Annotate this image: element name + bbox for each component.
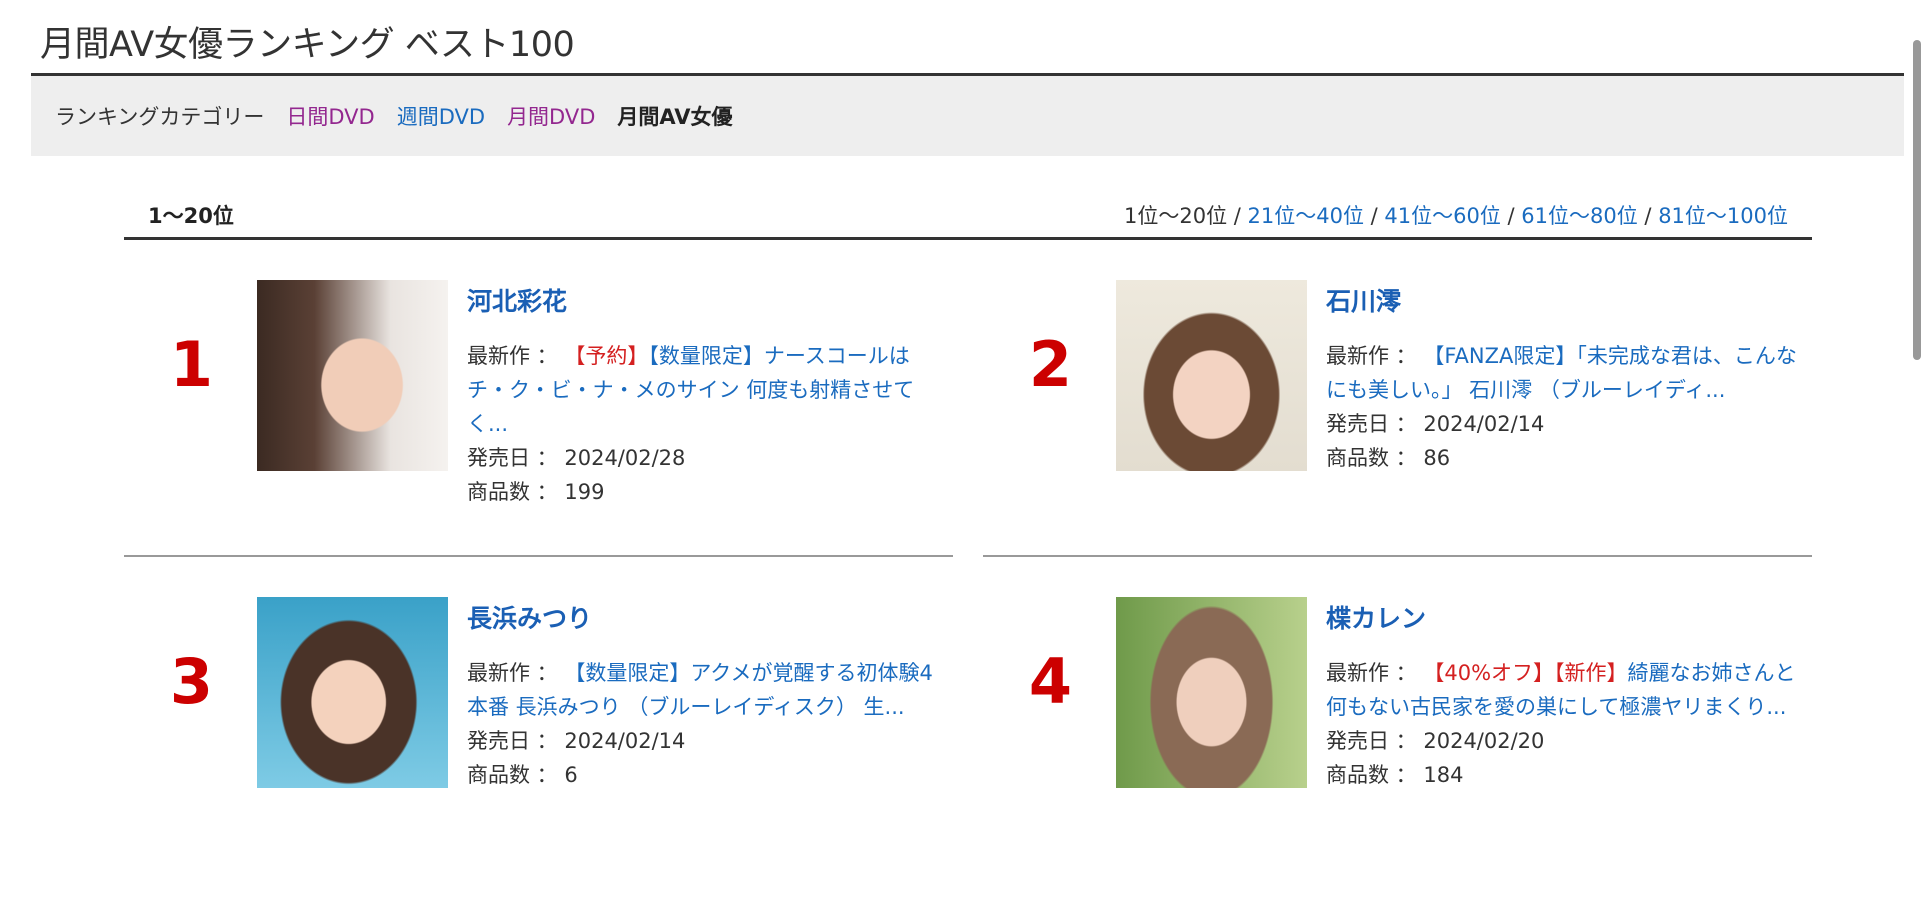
rank-number: 2 <box>1028 328 1073 401</box>
category-weekly-dvd[interactable]: 週間DVD <box>396 105 486 129</box>
latest-work-link[interactable]: 「未完成な君は、こんなにも美しい。」 石川澪 （ブルーレイディ... <box>1326 344 1797 402</box>
latest-label: 最新作 ： <box>467 344 565 368</box>
latest-work: 最新作 ： 【40%オフ】【新作】綺麗なお姉さんと何もない古民家を愛の巣にして極… <box>1326 656 1804 724</box>
release-date: 発売日 ： 2024/02/20 <box>1326 724 1804 758</box>
actress-name-link[interactable]: 石川澪 <box>1326 287 1402 316</box>
release-label: 発売日 ： <box>1326 412 1424 436</box>
actress-name-link[interactable]: 長浜みつり <box>467 604 593 633</box>
release-date: 発売日 ： 2024/02/28 <box>467 441 945 475</box>
current-range: 1〜20位 <box>148 204 234 228</box>
release-value: 2024/02/14 <box>1423 412 1545 436</box>
ranking-category-bar: ランキングカテゴリー 日間DVD 週間DVD 月間DVD 月間AV女優 <box>31 76 1904 156</box>
pager-link[interactable]: 41位〜60位 <box>1384 204 1501 228</box>
category-label: ランキングカテゴリー <box>55 105 265 129</box>
count-label: 商品数 ： <box>467 763 565 787</box>
pager-current: 1位〜20位 <box>1123 204 1228 228</box>
count-value: 184 <box>1423 763 1464 787</box>
latest-work-link[interactable]: アクメが覚醒する初体験4本番 長浜みつり （ブルーレイディスク） 生... <box>467 661 933 719</box>
tag[interactable]: 【40%オフ】 <box>1423 661 1555 685</box>
range-pager: 1位〜20位 / 21位〜40位 / 41位〜60位 / 61位〜80位 / 8… <box>1124 200 1788 230</box>
tag[interactable]: 【予約】 <box>564 344 649 368</box>
row-divider <box>124 555 953 557</box>
pager-sep: / <box>1363 204 1385 228</box>
rank-number: 1 <box>169 328 214 401</box>
release-label: 発売日 ： <box>1326 729 1424 753</box>
item-info: 石川澪 最新作 ： 【FANZA限定】「未完成な君は、こんなにも美しい。」 石川… <box>1326 280 1804 475</box>
count-label: 商品数 ： <box>1326 446 1424 470</box>
pager-sep: / <box>1637 204 1659 228</box>
page-title: 月間AV女優ランキング ベスト100 <box>40 25 575 65</box>
latest-work-link[interactable]: ナースコールはチ・ク・ビ・ナ・メのサイン 何度も射精させてく... <box>467 344 915 436</box>
count-label: 商品数 ： <box>467 480 565 504</box>
release-value: 2024/02/20 <box>1423 729 1545 753</box>
latest-work: 最新作 ： 【数量限定】アクメが覚醒する初体験4本番 長浜みつり （ブルーレイデ… <box>467 656 945 724</box>
ranking-item: 4 楪カレン 最新作 ： 【40%オフ】【新作】綺麗なお姉さんと何もない古民家を… <box>983 597 1812 913</box>
release-date: 発売日 ： 2024/02/14 <box>467 724 945 758</box>
count-value: 6 <box>564 763 578 787</box>
pager-sep: / <box>1227 204 1248 228</box>
scrollbar[interactable] <box>1913 40 1921 360</box>
latest-label: 最新作 ： <box>1326 661 1424 685</box>
item-info: 河北彩花 最新作 ： 【予約】【数量限定】ナースコールはチ・ク・ビ・ナ・メのサイ… <box>467 280 945 509</box>
category-daily-dvd[interactable]: 日間DVD <box>286 105 375 129</box>
latest-work-link[interactable]: 綺麗なお姉さんと何もない古民家を愛の巣にして極濃ヤリまくり... <box>1326 661 1796 719</box>
ranking-item: 1 河北彩花 最新作 ： 【予約】【数量限定】ナースコールはチ・ク・ビ・ナ・メの… <box>124 280 953 596</box>
tag[interactable]: 【数量限定】 <box>648 344 764 368</box>
category-monthly-actress: 月間AV女優 <box>617 105 733 129</box>
tag[interactable]: 【FANZA限定】 <box>1423 344 1577 368</box>
title-rule <box>31 73 1904 76</box>
actress-name-link[interactable]: 楪カレン <box>1326 604 1427 633</box>
count-label: 商品数 ： <box>1326 763 1424 787</box>
actress-photo[interactable] <box>257 597 448 788</box>
latest-work: 最新作 ： 【予約】【数量限定】ナースコールはチ・ク・ビ・ナ・メのサイン 何度も… <box>467 339 945 441</box>
pager-sep: / <box>1500 204 1522 228</box>
tag[interactable]: 【新作】 <box>1554 661 1628 685</box>
section-header: 1〜20位 1位〜20位 / 21位〜40位 / 41位〜60位 / 61位〜8… <box>124 198 1812 240</box>
rank-number: 3 <box>169 645 214 718</box>
product-count: 商品数 ： 6 <box>467 758 945 792</box>
release-date: 発売日 ： 2024/02/14 <box>1326 407 1804 441</box>
product-count: 商品数 ： 184 <box>1326 758 1804 792</box>
pager-link[interactable]: 21位〜40位 <box>1247 204 1364 228</box>
actress-name-link[interactable]: 河北彩花 <box>467 287 568 316</box>
release-label: 発売日 ： <box>467 446 565 470</box>
ranking-item: 2 石川澪 最新作 ： 【FANZA限定】「未完成な君は、こんなにも美しい。」 … <box>983 280 1812 596</box>
release-value: 2024/02/14 <box>564 729 686 753</box>
product-count: 商品数 ： 86 <box>1326 441 1804 475</box>
pager-link[interactable]: 81位〜100位 <box>1658 204 1788 228</box>
release-value: 2024/02/28 <box>564 446 686 470</box>
release-label: 発売日 ： <box>467 729 565 753</box>
latest-label: 最新作 ： <box>1326 344 1424 368</box>
actress-photo[interactable] <box>1116 280 1307 471</box>
actress-photo[interactable] <box>257 280 448 471</box>
category-monthly-dvd[interactable]: 月間DVD <box>507 105 596 129</box>
tag[interactable]: 【数量限定】 <box>564 661 691 685</box>
latest-work: 最新作 ： 【FANZA限定】「未完成な君は、こんなにも美しい。」 石川澪 （ブ… <box>1326 339 1804 407</box>
rank-number: 4 <box>1028 645 1073 718</box>
latest-label: 最新作 ： <box>467 661 565 685</box>
ranking-item: 3 長浜みつり 最新作 ： 【数量限定】アクメが覚醒する初体験4本番 長浜みつり… <box>124 597 953 913</box>
item-info: 楪カレン 最新作 ： 【40%オフ】【新作】綺麗なお姉さんと何もない古民家を愛の… <box>1326 597 1804 792</box>
product-count: 商品数 ： 199 <box>467 475 945 509</box>
actress-photo[interactable] <box>1116 597 1307 788</box>
item-info: 長浜みつり 最新作 ： 【数量限定】アクメが覚醒する初体験4本番 長浜みつり （… <box>467 597 945 792</box>
row-divider <box>983 555 1812 557</box>
count-value: 86 <box>1423 446 1451 470</box>
pager-link[interactable]: 61位〜80位 <box>1521 204 1638 228</box>
count-value: 199 <box>564 480 605 504</box>
